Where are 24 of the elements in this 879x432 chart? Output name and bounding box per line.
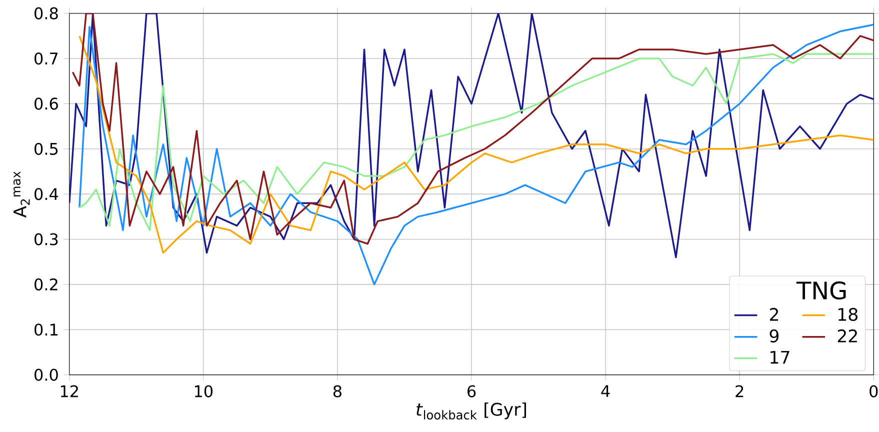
x-tick-label: 0 <box>870 385 878 398</box>
legend-label: 18 <box>838 308 858 321</box>
y-tick-label: 0.1 <box>34 323 58 336</box>
y-tick-label: 0.4 <box>34 188 58 200</box>
x-tick-label: 2 <box>736 385 744 398</box>
y-tick-label: 0.8 <box>34 7 58 20</box>
x-tick-label: 10 <box>194 385 213 398</box>
y-tick-label: 0.0 <box>34 368 58 381</box>
y-axis-title: A$_{2}$max <box>14 171 30 218</box>
y-tick-label: 0.7 <box>34 52 58 64</box>
y-tick-label: 0.2 <box>34 278 58 290</box>
legend-label: 17 <box>770 350 790 364</box>
legend-label: 9 <box>770 329 779 342</box>
legend-title: TNG <box>796 281 846 300</box>
x-tick-label: 6 <box>468 385 476 398</box>
x-tick-label: 8 <box>333 385 342 398</box>
y-tick-label: 0.5 <box>34 142 58 155</box>
legend-label: 2 <box>770 308 778 321</box>
y-tick-label: 0.6 <box>34 98 58 110</box>
legend-label: 22 <box>838 329 857 342</box>
x-tick-label: 4 <box>601 385 610 397</box>
y-tick-label: 0.3 <box>34 233 58 246</box>
x-tick-label: 12 <box>60 385 78 398</box>
x-axis-title: t$_{lookback}$ [Gyr] <box>416 402 526 420</box>
